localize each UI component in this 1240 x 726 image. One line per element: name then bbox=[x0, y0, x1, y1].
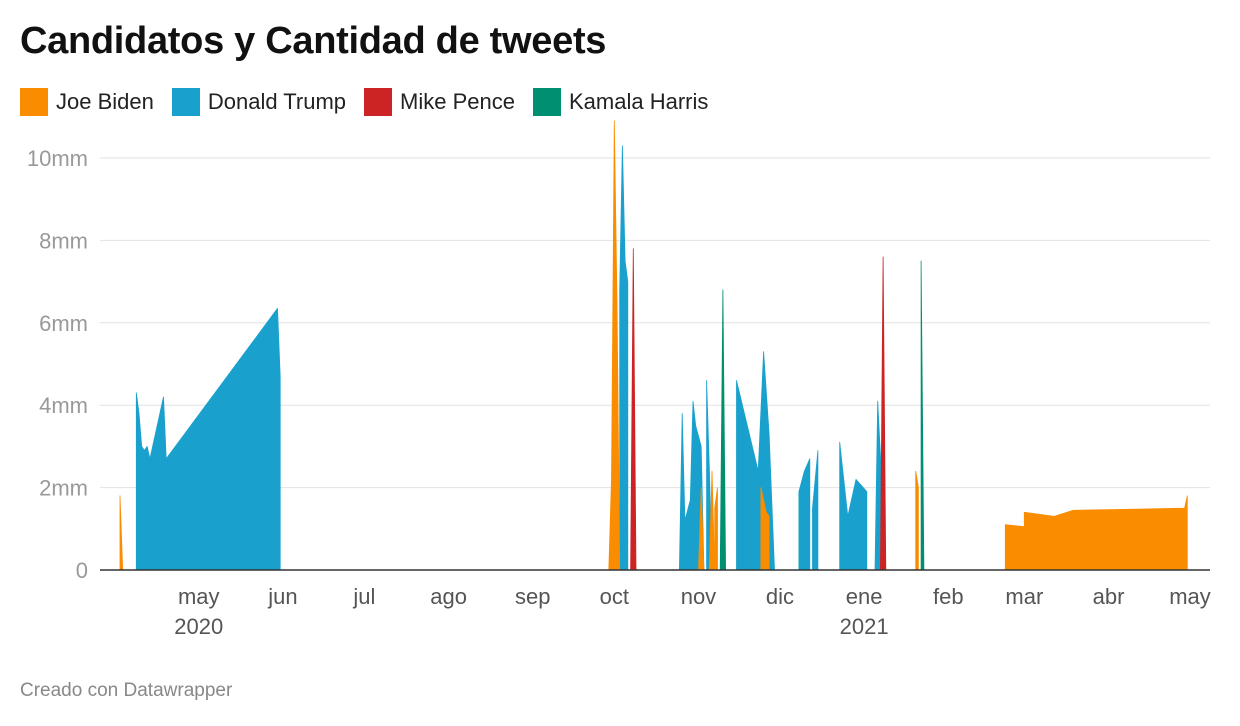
legend-item-joe-biden: Joe Biden bbox=[20, 88, 154, 116]
legend-item-kamala-harris: Kamala Harris bbox=[533, 88, 708, 116]
y-tick-label: 0 bbox=[76, 558, 88, 583]
series-areas bbox=[119, 120, 1188, 571]
y-tick-label: 10mm bbox=[27, 146, 88, 171]
x-tick-label: nov bbox=[681, 584, 716, 609]
area-donald-trump-5 bbox=[798, 458, 811, 571]
x-tick-label: feb bbox=[933, 584, 964, 609]
grid-lines bbox=[100, 157, 1210, 489]
area-joe-biden-1 bbox=[608, 120, 621, 571]
y-tick-label: 4mm bbox=[39, 393, 88, 418]
x-tick-label: abr bbox=[1093, 584, 1125, 609]
area-kamala-harris-0 bbox=[719, 289, 726, 571]
area-kamala-harris-1 bbox=[920, 260, 925, 571]
x-year-label: 2021 bbox=[840, 614, 889, 639]
legend-item-mike-pence: Mike Pence bbox=[364, 88, 515, 116]
x-tick-label: jul bbox=[352, 584, 375, 609]
legend-label-kamala-harris: Kamala Harris bbox=[569, 89, 709, 114]
legend-label-donald-trump: Donald Trump bbox=[207, 89, 347, 114]
legend: Joe Biden Donald Trump Mike Pence Kamala… bbox=[20, 88, 708, 116]
legend-item-donald-trump: Donald Trump bbox=[171, 88, 347, 116]
y-tick-label: 8mm bbox=[39, 228, 88, 253]
x-tick-label: jun bbox=[267, 584, 297, 609]
area-donald-trump-7 bbox=[839, 441, 868, 571]
area-donald-trump-0 bbox=[135, 308, 281, 571]
footer-credit: Creado con Datawrapper bbox=[20, 680, 233, 701]
x-tick-label: sep bbox=[515, 584, 550, 609]
area-joe-biden-4 bbox=[714, 487, 718, 571]
chart-title: Candidatos y Cantidad de tweets bbox=[20, 20, 607, 62]
area-donald-trump-6 bbox=[812, 450, 819, 571]
x-axis: may 2020 jun jul ago sep oct nov dic ene 2021 feb ma… bbox=[174, 584, 1211, 639]
area-mike-pence-1 bbox=[880, 256, 887, 571]
legend-swatch-joe-biden bbox=[20, 88, 48, 116]
area-donald-trump-1 bbox=[619, 145, 629, 571]
area-joe-biden-0 bbox=[119, 495, 124, 571]
area-joe-biden-6 bbox=[915, 470, 919, 571]
area-mike-pence-0 bbox=[630, 248, 637, 571]
x-tick-label: dic bbox=[766, 584, 794, 609]
area-donald-trump-2 bbox=[679, 400, 705, 571]
y-axis: 0 2mm 4mm 6mm 8mm 10mm bbox=[27, 146, 88, 583]
legend-swatch-mike-pence bbox=[364, 88, 393, 116]
x-tick-label: oct bbox=[600, 584, 629, 609]
x-tick-label: may bbox=[178, 584, 220, 609]
y-tick-label: 2mm bbox=[39, 476, 88, 501]
legend-label-mike-pence: Mike Pence bbox=[400, 89, 515, 114]
legend-swatch-kamala-harris bbox=[533, 88, 561, 116]
x-tick-label: ago bbox=[430, 584, 467, 609]
area-joe-biden-7 bbox=[1004, 495, 1188, 571]
legend-label-joe-biden: Joe Biden bbox=[56, 89, 154, 114]
x-year-label: 2020 bbox=[174, 614, 223, 639]
area-chart: 0 2mm 4mm 6mm 8mm 10mm may 2020 jun jul ago sep oct… bbox=[27, 120, 1211, 639]
legend-swatch-donald-trump bbox=[171, 88, 200, 116]
x-tick-label: may bbox=[1169, 584, 1211, 609]
y-tick-label: 6mm bbox=[39, 311, 88, 336]
x-tick-label: mar bbox=[1005, 584, 1043, 609]
x-tick-label: ene bbox=[846, 584, 883, 609]
